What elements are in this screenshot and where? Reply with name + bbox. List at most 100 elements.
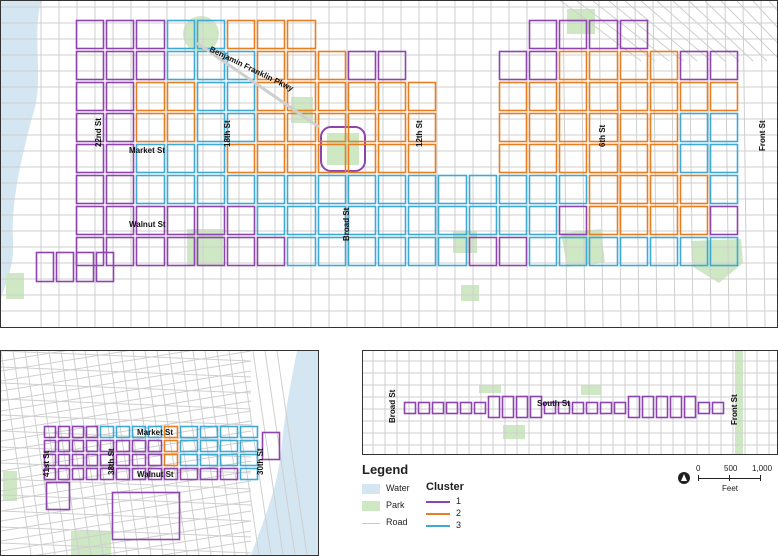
cluster-block [709, 50, 739, 81]
cluster-block [85, 439, 99, 453]
cluster-block [166, 174, 196, 205]
cluster-block [166, 205, 196, 236]
label-broad-st-south: Broad St [388, 389, 397, 423]
cluster-block [655, 395, 669, 419]
cluster-block [347, 112, 377, 143]
cluster-block [43, 439, 57, 453]
cluster-block [437, 174, 468, 205]
cluster-block [528, 81, 558, 112]
cluster-block [709, 174, 739, 205]
cluster-block [256, 205, 286, 236]
cluster-block [558, 205, 588, 236]
cluster-block [239, 453, 259, 467]
cluster-block [179, 425, 199, 439]
road-grid [1, 1, 777, 327]
cluster-block [196, 205, 226, 236]
cluster-block [196, 19, 226, 50]
cluster-block [619, 50, 649, 81]
cluster-block [679, 143, 709, 174]
cluster-block [256, 143, 286, 174]
cluster-block [317, 236, 347, 267]
cluster-block [226, 143, 256, 174]
cluster-block [347, 236, 377, 267]
cluster-block [683, 395, 697, 419]
cluster-block [256, 19, 286, 50]
cluster-block [196, 236, 226, 267]
cluster-block [219, 425, 239, 439]
north-arrow-icon [678, 472, 690, 484]
cluster-block [256, 112, 286, 143]
cluster-block [649, 50, 679, 81]
cluster-block [649, 81, 679, 112]
cluster-block [468, 174, 498, 205]
cluster-block [679, 112, 709, 143]
cluster-block [131, 467, 147, 481]
cluster-block [99, 453, 115, 467]
cluster-block [473, 401, 487, 415]
label-12th-st: 12th St [415, 120, 424, 147]
cluster-block [498, 205, 528, 236]
cluster-block [528, 143, 558, 174]
cluster-block [377, 205, 407, 236]
cluster-block [135, 19, 166, 50]
cluster-block [166, 19, 196, 50]
cluster-block [588, 112, 619, 143]
cluster-block [649, 174, 679, 205]
cluster-block [43, 453, 57, 467]
label-38th-st: 38th St [107, 448, 116, 475]
label-south-st: South St [537, 399, 570, 408]
cluster-block [286, 50, 317, 81]
label-6th-st: 6th St [598, 124, 607, 147]
cluster-block [649, 112, 679, 143]
cluster-block [649, 205, 679, 236]
label-walnut-st: Walnut St [129, 220, 166, 229]
cluster-block [131, 453, 147, 467]
cluster-block [286, 19, 317, 50]
cluster-block [95, 251, 115, 283]
cluster-blocks [35, 19, 739, 283]
cluster-block [468, 236, 498, 267]
cluster-block [498, 112, 528, 143]
cluster-block [71, 439, 85, 453]
cluster-block [317, 205, 347, 236]
cluster-block [588, 143, 619, 174]
cluster-block [377, 81, 407, 112]
cluster-block [459, 401, 473, 415]
cluster-block [75, 251, 95, 283]
cluster-block [166, 143, 196, 174]
cluster-block [105, 112, 135, 143]
cluster-block [528, 19, 558, 50]
cluster-block [99, 467, 115, 481]
cluster-block [679, 174, 709, 205]
cluster-block [585, 401, 599, 415]
cluster-block [679, 50, 709, 81]
cluster-block [75, 81, 105, 112]
cluster-block [649, 236, 679, 267]
cluster-block [71, 467, 85, 481]
cluster-block [528, 50, 558, 81]
cluster-block [649, 143, 679, 174]
cluster-block [135, 81, 166, 112]
south-street-inset-map-panel[interactable]: Broad St South St Front St [362, 350, 778, 455]
cluster-block [407, 143, 437, 174]
cluster-block [226, 236, 256, 267]
west-inset-map-panel[interactable]: Market St Walnut St 41st St 38th St 30th… [0, 350, 319, 556]
cluster-block [619, 174, 649, 205]
cluster-block [679, 205, 709, 236]
cluster-block [239, 439, 259, 453]
legend-title: Legend [362, 462, 409, 477]
cluster-block [166, 236, 196, 267]
cluster-block [558, 19, 588, 50]
cluster-block [501, 395, 515, 419]
park-swatch [362, 501, 380, 511]
cluster-block [75, 236, 105, 267]
cluster-block [619, 112, 649, 143]
cluster-block [43, 425, 57, 439]
cluster-block [619, 19, 649, 50]
scale-unit: Feet [722, 484, 739, 493]
cluster-block [163, 439, 179, 453]
river-west-inset [251, 351, 318, 555]
cluster-block [71, 453, 85, 467]
main-map-panel[interactable]: Benjamin Franklin Pkwy 22nd St Market St… [0, 0, 778, 328]
label-30th-st: 30th St [256, 448, 265, 475]
